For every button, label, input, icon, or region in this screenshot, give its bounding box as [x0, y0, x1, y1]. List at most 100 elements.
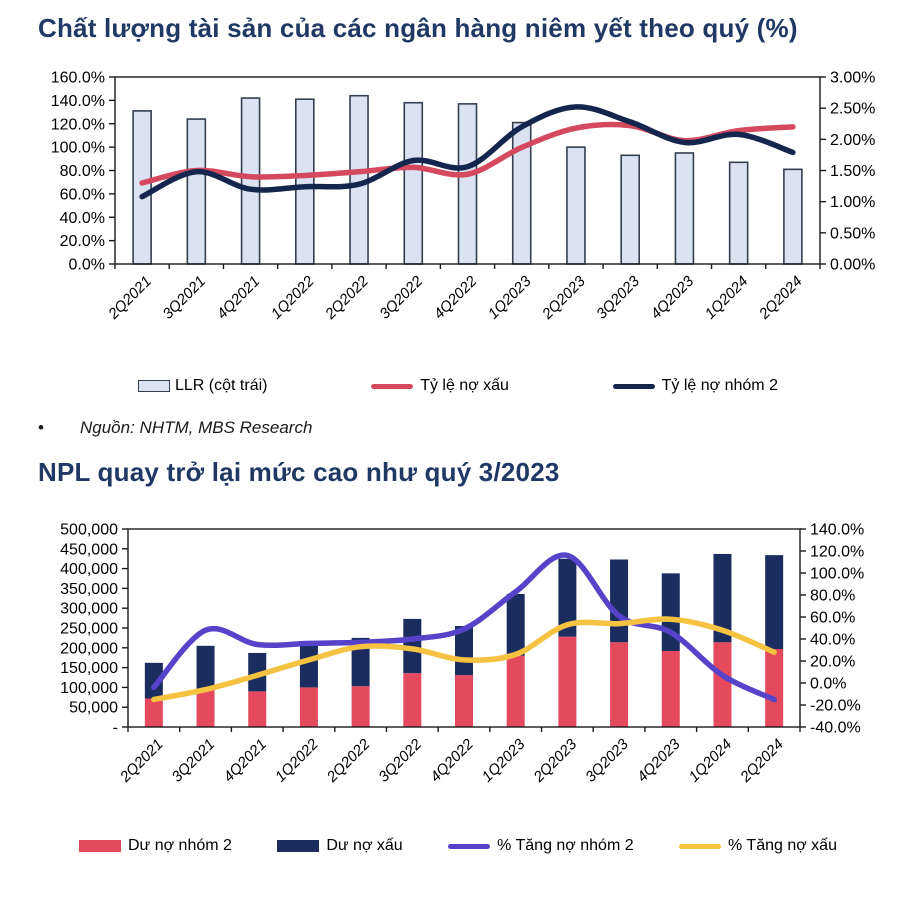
legend-item-bad-debt: Dư nợ xấu — [277, 837, 403, 855]
category-label: 2Q2022 — [321, 272, 372, 323]
category-label: 3Q2021 — [159, 273, 209, 323]
stacked-bar-segment — [455, 626, 473, 676]
svg1-bars — [132, 94, 803, 265]
right-tick-label: 80.0% — [810, 588, 855, 605]
category-label: 3Q2023 — [582, 735, 632, 785]
left-tick-label: 500,000 — [60, 522, 118, 539]
legend-label-group2-debt: Dư nợ nhóm 2 — [128, 837, 232, 854]
left-tick-label: 350,000 — [60, 581, 118, 598]
stacked-bar-segment — [144, 662, 163, 699]
left-tick-label: 120.0% — [51, 116, 105, 133]
llr-bar-swatch-icon — [138, 380, 170, 392]
left-tick-label: 100.0% — [51, 140, 105, 157]
left-tick-label: 250,000 — [60, 621, 118, 638]
chart2-legend: Dư nợ nhóm 2 Dư nợ xấu % Tăng nợ nhóm 2 … — [79, 836, 837, 856]
stacked-bar-segment — [299, 687, 318, 727]
right-tick-label: -20.0% — [810, 698, 861, 715]
category-label: 2Q2024 — [737, 736, 787, 786]
legend-label-llr: LLR (cột trái) — [175, 377, 268, 394]
category-label: 1Q2024 — [686, 736, 736, 786]
left-tick-label: 300,000 — [60, 601, 118, 618]
left-tick-label: 20.0% — [60, 233, 105, 250]
category-label: 2Q2021 — [104, 273, 154, 323]
stacked-bar-segment — [248, 691, 267, 727]
bad-debt-bar-swatch-icon — [277, 840, 320, 852]
stacked-bar-segment — [713, 642, 732, 727]
right-tick-label: 0.0% — [810, 676, 846, 693]
category-label: 4Q2022 — [431, 272, 481, 322]
stacked-bar-segment — [713, 553, 732, 643]
legend-label-npl-growth: % Tăng nợ xấu — [728, 837, 837, 854]
right-tick-label: 0.50% — [830, 225, 875, 242]
bar — [132, 110, 152, 265]
legend-label-group2-ratio: Tỷ lệ nợ nhóm 2 — [661, 377, 778, 394]
category-label: 1Q2024 — [702, 273, 752, 323]
bar — [674, 152, 695, 265]
stacked-bar-segment — [610, 642, 629, 727]
group2-ratio-line-swatch-icon — [612, 383, 655, 389]
stacked-bar-segment — [506, 655, 525, 727]
bar — [566, 146, 586, 265]
stacked-bar-segment — [558, 558, 577, 637]
line-series — [151, 616, 777, 703]
left-tick-label: 200,000 — [60, 640, 118, 657]
right-tick-label: 120.0% — [810, 544, 864, 561]
category-label: 3Q2022 — [375, 735, 425, 785]
npl-ratio-line-swatch-icon — [371, 383, 414, 389]
category-label: 2Q2022 — [323, 735, 374, 786]
category-label: 4Q2021 — [214, 273, 264, 323]
legend-item-npl-growth: % Tăng nợ xấu — [679, 837, 837, 855]
bar — [186, 118, 207, 265]
chart1-legend: LLR (cột trái) Tỷ lệ nợ xấu Tỷ lệ nợ nhó… — [138, 376, 778, 396]
stacked-bar-segment — [403, 618, 422, 674]
chart2-title: NPL quay trở lại mức cao như quý 3/2023 — [38, 457, 560, 487]
legend-item-group2-growth: % Tăng nợ nhóm 2 — [448, 837, 634, 855]
category-label: 2Q2023 — [538, 272, 589, 323]
bar — [728, 161, 749, 265]
left-tick-label: 0.0% — [69, 257, 105, 274]
bar — [403, 101, 424, 265]
legend-label-npl-ratio: Tỷ lệ nợ xấu — [420, 377, 509, 394]
legend-item-llr: LLR (cột trái) — [138, 377, 267, 395]
legend-item-group2-debt: Dư nợ nhóm 2 — [79, 837, 232, 855]
right-tick-label: 1.50% — [830, 163, 875, 180]
right-tick-label: 20.0% — [810, 654, 855, 671]
bar — [240, 97, 261, 265]
bar — [457, 103, 478, 265]
stacked-bar-segment — [248, 652, 267, 692]
chart2-plot: 500,000 450,000 400,000 350,000 300,000 250,0… — [60, 522, 864, 787]
line-series — [139, 104, 796, 200]
stacked-bar-segment — [610, 559, 629, 643]
right-tick-label: 40.0% — [810, 632, 855, 649]
right-tick-label: 140.0% — [810, 522, 864, 539]
left-tick-label: 450,000 — [60, 541, 118, 558]
left-tick-label: 150,000 — [60, 660, 118, 677]
category-label: 3Q2022 — [376, 272, 426, 322]
right-tick-label: -40.0% — [810, 720, 861, 737]
legend-item-group2-ratio: Tỷ lệ nợ nhóm 2 — [612, 377, 778, 395]
right-tick-label: 0.00% — [830, 257, 875, 274]
left-tick-label: 50,000 — [69, 700, 118, 717]
stacked-bar-segment — [403, 673, 422, 727]
left-tick-label: 160.0% — [51, 70, 105, 87]
category-label: 1Q2022 — [272, 735, 322, 785]
stacked-bar-segment — [765, 648, 784, 727]
bar — [783, 168, 803, 265]
category-label: 2Q2024 — [755, 273, 805, 323]
left-tick-label: 100,000 — [60, 680, 118, 697]
category-label: 3Q2023 — [593, 272, 643, 322]
chart1-plot: 160.0% 140.0% 120.0% 100.0% 80.0% 60.0% 40.0% 2… — [51, 70, 876, 324]
stacked-bar-segment — [455, 675, 473, 727]
right-tick-label: 3.00% — [830, 70, 875, 87]
right-tick-label: 2.50% — [830, 101, 875, 118]
left-tick-label: 40.0% — [60, 210, 105, 227]
left-tick-label: - — [113, 720, 118, 737]
stacked-bar-segment — [765, 555, 784, 649]
source-text: Nguồn: NHTM, MBS Research — [80, 418, 313, 437]
legend-label-bad-debt: Dư nợ xấu — [326, 837, 403, 854]
stacked-bar-segment — [351, 686, 370, 727]
left-tick-label: 400,000 — [60, 561, 118, 578]
category-label: 2Q2021 — [116, 736, 166, 786]
category-label: 4Q2023 — [634, 735, 684, 785]
group2-debt-bar-swatch-icon — [79, 840, 121, 852]
